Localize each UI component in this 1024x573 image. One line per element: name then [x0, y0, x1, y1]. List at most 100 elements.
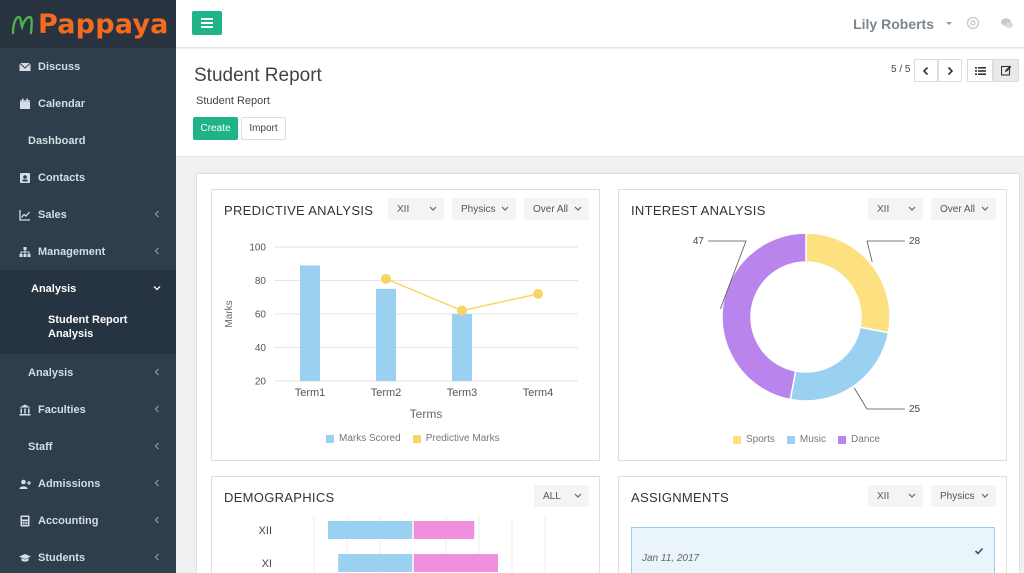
assignments-panel: ASSIGNMENTS XII Physics Jan 11, 2017 — [618, 476, 1007, 573]
menu-toggle-button[interactable] — [192, 11, 222, 35]
user-name[interactable]: Lily Roberts — [853, 16, 934, 32]
legend-swatch — [326, 434, 334, 443]
sidebar-subitem-student-report-analysis[interactable]: Student Report Analysis — [48, 314, 128, 340]
sidebar-item-analysis-open[interactable]: Analysis — [0, 270, 176, 307]
chevron-left-icon — [154, 553, 159, 561]
sidebar-item-sales[interactable]: Sales — [0, 196, 176, 233]
chevron-left-icon — [154, 405, 159, 413]
chevron-down-icon — [574, 206, 582, 211]
chevron-left-icon — [154, 210, 159, 218]
list-icon — [974, 66, 986, 75]
demographic-bar-left — [338, 554, 413, 572]
chat-bubbles-icon[interactable] — [1000, 16, 1014, 30]
sidebar-item-contacts[interactable]: Contacts — [0, 159, 176, 196]
y-category-label: XII — [259, 525, 272, 537]
dropdown-value: Over All — [940, 203, 976, 215]
x-tick-label: Term2 — [371, 387, 402, 399]
breadcrumb: Student Report — [196, 95, 270, 107]
check-icon — [974, 547, 984, 555]
legend-swatch — [412, 434, 421, 443]
donut-slice-music — [789, 326, 890, 402]
chevron-left-icon — [154, 247, 159, 255]
class-dropdown[interactable]: XII — [868, 485, 923, 507]
app-logo[interactable]: Pappaya — [0, 0, 176, 48]
sidebar-item-accounting[interactable]: Accounting — [0, 502, 176, 539]
donut-slice-dance — [721, 232, 807, 401]
dropdown-value: XII — [877, 203, 890, 215]
legend-label: Dance — [851, 434, 880, 445]
sidebar-item-faculties[interactable]: Faculties — [0, 391, 176, 428]
chevron-left-icon — [922, 66, 929, 75]
sidebar-item-dashboard[interactable]: Dashboard — [0, 122, 176, 159]
sidebar-item-students[interactable]: Students — [0, 539, 176, 573]
class-dropdown[interactable]: XII — [868, 198, 923, 220]
predictive-legend: Marks Scored Predictive Marks — [326, 433, 512, 444]
create-button[interactable]: Create — [193, 117, 238, 140]
sidebar-item-label: Analysis — [28, 366, 74, 379]
sidebar-item-admissions[interactable]: Admissions — [0, 465, 176, 502]
y-tick-label: 80 — [255, 276, 267, 287]
demographics-panel: DEMOGRAPHICS ALL XII XI — [211, 476, 600, 573]
sidebar-item-calendar[interactable]: Calendar — [0, 85, 176, 122]
y-axis-label: Marks — [224, 300, 235, 327]
previous-record-button[interactable] — [914, 59, 938, 82]
filter-dropdown[interactable]: ALL — [534, 485, 589, 507]
sidebar-item-label: Management — [38, 245, 106, 258]
assignment-date: Jan 11, 2017 — [642, 553, 700, 564]
legend-label: Music — [799, 434, 827, 445]
subject-dropdown[interactable]: Physics — [452, 198, 516, 220]
chevron-left-icon — [154, 368, 159, 376]
predictive-marks-point — [381, 273, 391, 284]
class-dropdown[interactable]: XII — [388, 198, 444, 220]
y-tick-label: 20 — [255, 377, 267, 388]
sidebar-item-label: Faculties — [38, 403, 86, 416]
slice-value-label: 47 — [693, 236, 705, 247]
pappaya-leaf-icon — [11, 15, 33, 35]
line-chart-icon — [19, 209, 30, 221]
calendar-icon — [20, 98, 30, 109]
donut-slice-sports — [805, 232, 891, 334]
predictive-marks-point — [533, 288, 543, 299]
at-sign-icon[interactable] — [966, 16, 980, 30]
sidebar-item-discuss[interactable]: Discuss — [0, 48, 176, 85]
list-view-button[interactable] — [967, 59, 993, 82]
chevron-down-icon — [981, 206, 989, 211]
subject-dropdown[interactable]: Physics — [931, 485, 996, 507]
demographic-bar-right — [413, 554, 498, 572]
sidebar-item-label: Dashboard — [28, 134, 86, 147]
demographic-bar-right — [413, 521, 475, 539]
sidebar-item-label: Discuss — [38, 60, 81, 73]
import-button[interactable]: Import — [241, 117, 286, 140]
slice-value-label: 28 — [909, 236, 921, 247]
sidebar-item-label: Sales — [38, 208, 67, 221]
legend-swatch — [786, 435, 795, 444]
sidebar-item-analysis[interactable]: Analysis — [0, 354, 176, 391]
caret-down-icon[interactable] — [944, 18, 954, 28]
interest-analysis-panel: INTEREST ANALYSIS XII Over All 28 25 47 Sp… — [618, 189, 1007, 461]
dashboard-content: PREDICTIVE ANALYSIS XII Physics Over All… — [196, 173, 1020, 573]
bar-marks-scored — [300, 265, 320, 381]
legend-label: Sports — [746, 434, 775, 445]
dropdown-value: Physics — [461, 203, 496, 215]
bar-marks-scored — [452, 314, 472, 381]
legend-item-music: Music — [786, 434, 827, 445]
sidebar-item-staff[interactable]: Staff — [0, 428, 176, 465]
period-dropdown[interactable]: Over All — [524, 198, 589, 220]
period-dropdown[interactable]: Over All — [931, 198, 996, 220]
edit-icon — [1000, 65, 1011, 76]
panel-title: INTEREST ANALYSIS — [631, 203, 766, 218]
chevron-down-icon — [574, 493, 582, 498]
panel-title: DEMOGRAPHICS — [224, 490, 335, 505]
next-record-button[interactable] — [938, 59, 962, 82]
assignment-item[interactable]: Jan 11, 2017 — [631, 527, 995, 573]
slice-value-label: 25 — [909, 404, 921, 415]
chevron-down-icon — [501, 206, 509, 211]
form-view-button[interactable] — [993, 59, 1019, 82]
sidebar-item-management[interactable]: Management — [0, 233, 176, 270]
chevron-down-icon — [908, 206, 916, 211]
legend-label: Predictive Marks — [425, 433, 500, 444]
pager-counter: 5 / 5 — [891, 64, 911, 75]
sidebar: Pappaya Discuss Calendar Dashboard Conta… — [0, 0, 176, 573]
predictive-analysis-panel: PREDICTIVE ANALYSIS XII Physics Over All… — [211, 189, 600, 461]
x-tick-label: Term1 — [295, 387, 326, 399]
